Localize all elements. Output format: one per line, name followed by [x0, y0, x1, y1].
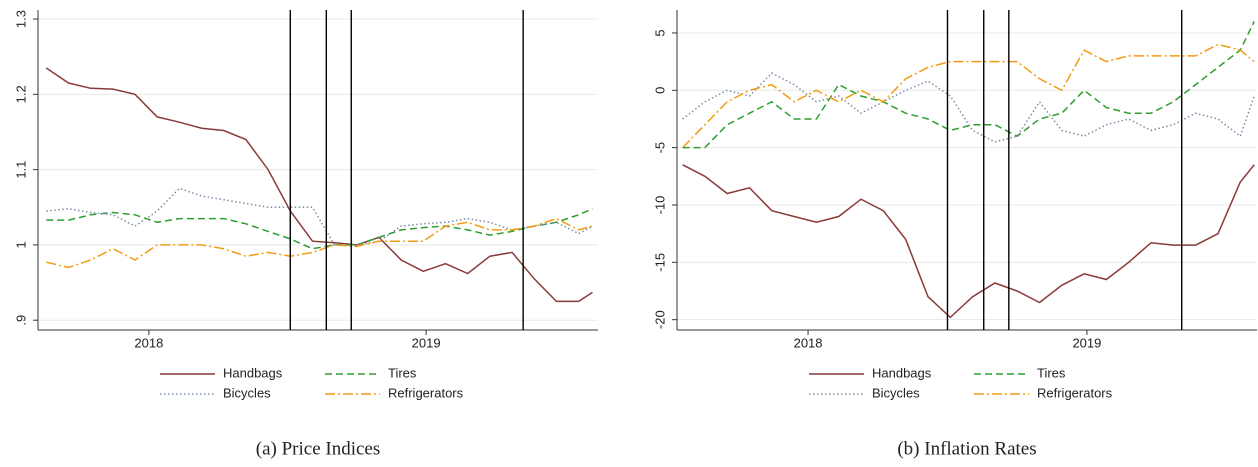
y-tick-label: 0	[652, 87, 667, 94]
series-line	[682, 164, 1255, 319]
y-tick-label: 1	[13, 241, 28, 248]
series-line	[682, 21, 1255, 149]
legend-label: Handbags	[223, 365, 283, 380]
y-tick-label: -20	[652, 310, 667, 329]
legend-label: Handbags	[872, 365, 932, 380]
caption: (b) Inflation Rates	[897, 438, 1036, 459]
x-tick-label: 2018	[134, 335, 163, 350]
legend-label: Bicycles	[223, 385, 271, 400]
y-tick-label: -10	[652, 196, 667, 215]
x-tick-label: 2019	[412, 335, 441, 350]
y-tick-label: 1.3	[13, 10, 28, 28]
series-line	[46, 217, 593, 269]
y-tick-label: .9	[13, 315, 28, 326]
legend-label: Refrigerators	[1037, 385, 1113, 400]
legend-label: Bicycles	[872, 385, 920, 400]
y-tick-label: 1.2	[13, 85, 28, 103]
legend-label: Refrigerators	[388, 385, 464, 400]
x-tick-label: 2018	[794, 335, 823, 350]
x-tick-label: 2019	[1072, 335, 1101, 350]
legend-label: Tires	[1037, 365, 1066, 380]
series-line	[45, 67, 593, 303]
y-tick-label: -5	[652, 142, 667, 154]
caption: (a) Price Indices	[256, 438, 381, 459]
series-line	[46, 208, 593, 250]
y-tick-label: 1.1	[13, 161, 28, 179]
y-tick-label: 5	[652, 29, 667, 36]
series-line	[682, 43, 1255, 149]
y-tick-label: -15	[652, 253, 667, 272]
series-line	[682, 72, 1255, 143]
series-line	[46, 187, 593, 246]
legend-label: Tires	[388, 365, 417, 380]
